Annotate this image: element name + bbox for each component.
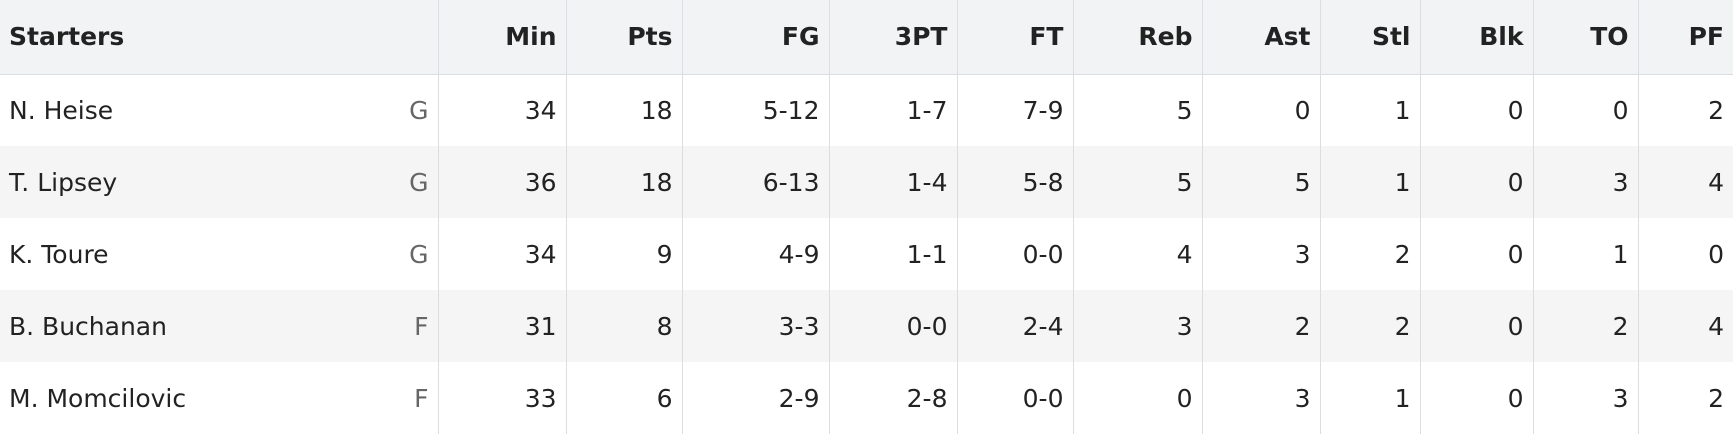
- stat-cell: 1: [1319, 74, 1420, 146]
- player-cell: K. Toure G: [0, 218, 438, 290]
- stat-cell: 1-4: [828, 146, 957, 218]
- stat-cell: 3: [1201, 362, 1320, 434]
- stat-cell: 2-4: [956, 290, 1073, 362]
- stat-cell: 2: [1319, 290, 1420, 362]
- player-position: G: [409, 95, 429, 125]
- stat-cell: 2: [1532, 290, 1638, 362]
- stat-cell: 3: [1532, 146, 1638, 218]
- stat-cell: 0: [1637, 218, 1733, 290]
- stat-cell: 3: [1532, 362, 1638, 434]
- player-name: N. Heise: [9, 95, 114, 125]
- stat-cell: 5-8: [956, 146, 1073, 218]
- stat-cell: 0: [1419, 74, 1533, 146]
- stat-cell: 0: [1201, 74, 1320, 146]
- stat-cell: 4: [1637, 146, 1733, 218]
- column-header: Min: [437, 0, 566, 75]
- stat-cell: 1: [1319, 146, 1420, 218]
- stat-cell: 0: [1419, 362, 1533, 434]
- stat-cell: 6-13: [681, 146, 829, 218]
- stat-cell: 3: [1072, 290, 1202, 362]
- column-header: PF: [1637, 0, 1733, 75]
- column-header: Starters: [0, 0, 438, 75]
- stat-cell: 1: [1532, 218, 1638, 290]
- stat-cell: 0-0: [956, 218, 1073, 290]
- player-position: G: [409, 167, 429, 197]
- stat-cell: 5: [1072, 74, 1202, 146]
- stat-cell: 33: [437, 362, 566, 434]
- stat-cell: 2: [1637, 74, 1733, 146]
- column-header: Reb: [1072, 0, 1202, 75]
- stat-cell: 2: [1319, 218, 1420, 290]
- column-header: 3PT: [828, 0, 957, 75]
- stat-cell: 5: [1072, 146, 1202, 218]
- table-header: Starters Min Pts FG 3PT FT Reb Ast Stl Blk TO PF: [0, 0, 1733, 75]
- stat-cell: 5-12: [681, 74, 829, 146]
- stat-cell: 8: [565, 290, 682, 362]
- stat-cell: 34: [437, 74, 566, 146]
- column-header: FT: [956, 0, 1073, 75]
- column-header: Pts: [565, 0, 682, 75]
- player-cell: B. Buchanan F: [0, 290, 438, 362]
- player-row: T. Lipsey G 36 18 6-13 1-4 5-8 5 5 1 0 3 4: [0, 146, 1733, 218]
- stat-cell: 3-3: [681, 290, 829, 362]
- stat-cell: 18: [565, 74, 682, 146]
- stat-cell: 1: [1319, 362, 1420, 434]
- table-body: N. Heise G 34 18 5-12 1-7 7-9 5 0 1 0 0 2 T. Lipsey G 3…: [0, 74, 1733, 434]
- player-name: K. Toure: [9, 239, 109, 269]
- player-row: N. Heise G 34 18 5-12 1-7 7-9 5 0 1 0 0 2: [0, 74, 1733, 146]
- stat-cell: 4-9: [681, 218, 829, 290]
- stat-cell: 2: [1637, 362, 1733, 434]
- stat-cell: 4: [1637, 290, 1733, 362]
- stat-cell: 0: [1532, 74, 1638, 146]
- player-position: F: [414, 311, 429, 341]
- stat-cell: 6: [565, 362, 682, 434]
- player-row: M. Momcilovic F 33 6 2-9 2-8 0-0 0 3 1 0 3 2: [0, 362, 1733, 434]
- player-name: M. Momcilovic: [9, 383, 187, 413]
- stat-cell: 0-0: [956, 362, 1073, 434]
- stat-cell: 4: [1072, 218, 1202, 290]
- column-header: FG: [681, 0, 829, 75]
- stat-cell: 18: [565, 146, 682, 218]
- stat-cell: 2-8: [828, 362, 957, 434]
- stat-cell: 1-7: [828, 74, 957, 146]
- player-name: B. Buchanan: [9, 311, 167, 341]
- stat-cell: 3: [1201, 218, 1320, 290]
- stat-cell: 0-0: [828, 290, 957, 362]
- stat-cell: 2: [1201, 290, 1320, 362]
- player-cell: N. Heise G: [0, 74, 438, 146]
- column-header: Stl: [1319, 0, 1420, 75]
- stat-cell: 2-9: [681, 362, 829, 434]
- player-position: G: [409, 239, 429, 269]
- stat-cell: 0: [1419, 218, 1533, 290]
- stat-cell: 0: [1419, 290, 1533, 362]
- stat-cell: 5: [1201, 146, 1320, 218]
- header-row: Starters Min Pts FG 3PT FT Reb Ast Stl Blk TO PF: [0, 0, 1733, 75]
- column-header: TO: [1532, 0, 1638, 75]
- column-header: Blk: [1419, 0, 1533, 75]
- player-cell: T. Lipsey G: [0, 146, 438, 218]
- stat-cell: 1-1: [828, 218, 957, 290]
- stat-cell: 31: [437, 290, 566, 362]
- stat-cell: 7-9: [956, 74, 1073, 146]
- column-header: Ast: [1201, 0, 1320, 75]
- stat-cell: 36: [437, 146, 566, 218]
- stat-cell: 0: [1419, 146, 1533, 218]
- player-row: B. Buchanan F 31 8 3-3 0-0 2-4 3 2 2 0 2 4: [0, 290, 1733, 362]
- player-row: K. Toure G 34 9 4-9 1-1 0-0 4 3 2 0 1 0: [0, 218, 1733, 290]
- stat-cell: 34: [437, 218, 566, 290]
- stat-cell: 9: [565, 218, 682, 290]
- stat-cell: 0: [1072, 362, 1202, 434]
- player-cell: M. Momcilovic F: [0, 362, 438, 434]
- player-name: T. Lipsey: [9, 167, 118, 197]
- player-position: F: [414, 383, 429, 413]
